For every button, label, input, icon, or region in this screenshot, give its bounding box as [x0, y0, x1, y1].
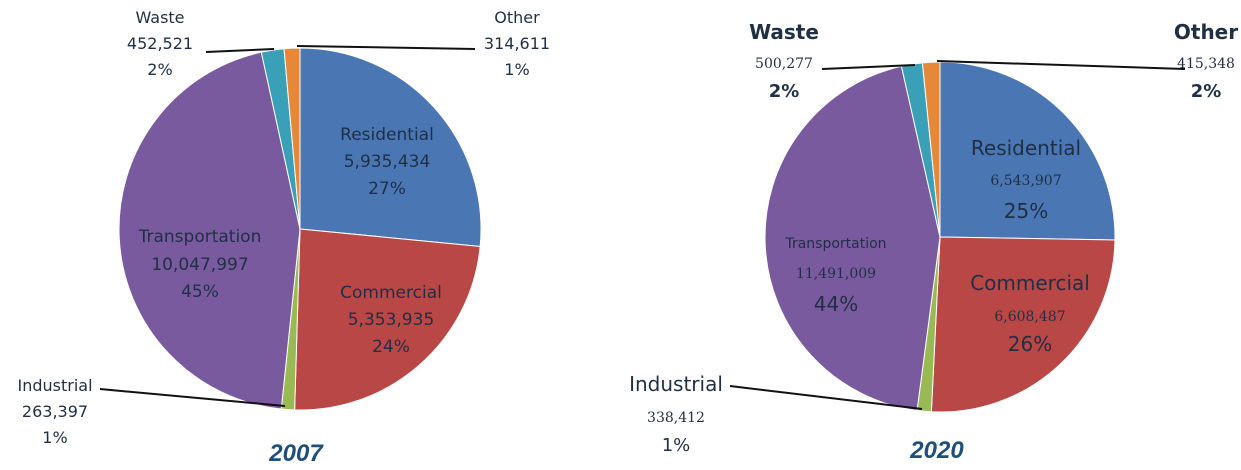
slice-label-name: Residential	[971, 136, 1081, 160]
pie-slice-commercial	[294, 228, 481, 411]
slice-label-percent: 2%	[147, 60, 172, 79]
pie-slice-commercial	[930, 236, 1116, 413]
slice-label-name: Industrial	[17, 376, 92, 395]
pie-slice-residential	[299, 47, 482, 247]
pie-slice-other	[283, 47, 301, 230]
slice-label-percent: 25%	[1004, 199, 1048, 223]
slice-label-name: Commercial	[340, 283, 442, 303]
leader-industrial-2020	[729, 385, 923, 410]
slice-label-value: 5,353,935	[348, 310, 435, 330]
slice-label-value: 11,491,009	[796, 266, 876, 282]
slice-label-name: Waste	[135, 8, 184, 27]
slice-label-name: Other	[1174, 20, 1238, 44]
slice-label-name: Commercial	[970, 271, 1090, 295]
slice-label-percent: 1%	[662, 435, 691, 456]
chart-caption-2020: 2020	[909, 437, 964, 464]
slice-label-value: 6,543,907	[990, 173, 1061, 189]
slice-label-name: Industrial	[629, 372, 723, 396]
leader-other-2007	[296, 45, 476, 50]
slice-label-percent: 1%	[504, 60, 529, 79]
slice-label-value: 5,935,434	[344, 152, 431, 172]
leader-lines	[99, 45, 1186, 410]
slice-label-percent: 45%	[181, 282, 219, 302]
slice-label-name: Other	[494, 8, 540, 27]
labels-2020: Residential 6,543,907 25% Commercial 6,6…	[629, 20, 1238, 464]
slice-label-value: 10,047,997	[151, 255, 248, 275]
chart-caption-2007: 2007	[268, 440, 324, 467]
slice-label-value: 263,397	[22, 402, 88, 421]
pie-slice-residential	[939, 61, 1116, 241]
leader-industrial-2007	[99, 388, 286, 407]
slice-label-percent: 24%	[372, 337, 410, 357]
pie-chart-2020	[764, 61, 1116, 413]
leader-other-2020	[936, 60, 1186, 70]
leader-waste-2007	[205, 48, 275, 53]
slice-label-value: 415,348	[1177, 56, 1235, 72]
slice-label-value: 6,608,487	[994, 309, 1065, 325]
slice-label-percent: 1%	[42, 428, 67, 447]
pie-slice-transportation	[764, 65, 941, 412]
slice-label-percent: 26%	[1008, 332, 1052, 356]
slice-label-value: 314,611	[484, 34, 550, 53]
pie-chart-2007	[118, 47, 482, 411]
labels-2007: Residential 5,935,434 27% Commercial 5,3…	[17, 8, 550, 467]
slice-label-name: Residential	[340, 125, 434, 145]
slice-label-name: Transportation	[784, 236, 886, 252]
slice-label-percent: 44%	[814, 292, 858, 316]
slice-label-value: 338,412	[647, 410, 705, 426]
slice-label-percent: 2%	[1191, 81, 1222, 102]
slice-label-name: Waste	[749, 20, 819, 44]
pie-slice-transportation	[118, 51, 301, 410]
slice-label-value: 500,277	[755, 56, 813, 72]
slice-label-percent: 2%	[769, 81, 800, 102]
slice-label-name: Transportation	[138, 227, 262, 247]
slice-label-value: 452,521	[127, 34, 193, 53]
leader-waste-2020	[821, 64, 916, 70]
slice-label-percent: 27%	[368, 179, 406, 199]
